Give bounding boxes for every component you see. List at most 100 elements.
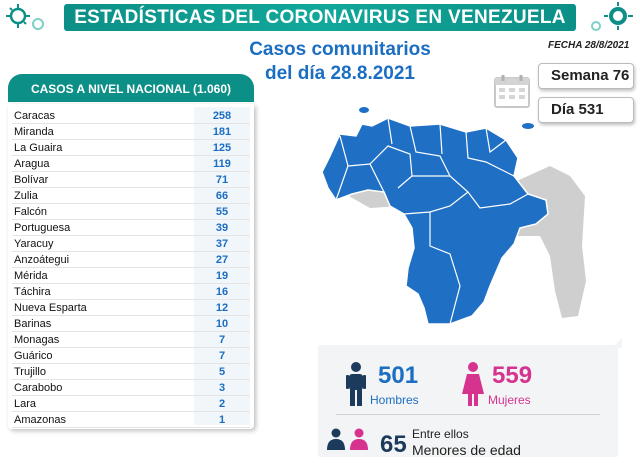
case-count: 55 (215, 206, 229, 218)
table-row: Mérida 19 (12, 268, 250, 284)
table-row: Portuguesa 39 (12, 220, 250, 236)
row-divider (12, 347, 250, 348)
state-name: Lara (14, 398, 37, 410)
state-name: Anzoátegui (14, 254, 70, 266)
table-row: Amazonas 1 (12, 412, 250, 428)
day-counter: Día 531 (538, 97, 634, 123)
virus-icon (6, 4, 44, 30)
men-label: Hombres (370, 393, 419, 407)
page-title: ESTADÍSTICAS DEL CORONAVIRUS EN VENEZUEL… (74, 7, 566, 28)
table-row: Lara 2 (12, 396, 250, 412)
state-name: Yaracuy (14, 238, 54, 250)
table-row: Miranda 181 (12, 124, 250, 140)
state-name: Caracas (14, 110, 55, 122)
table-row: Monagas 7 (12, 332, 250, 348)
row-divider (12, 251, 250, 252)
table-row: Falcón 55 (12, 204, 250, 220)
row-divider (12, 155, 250, 156)
case-count: 125 (212, 142, 232, 154)
map-country (321, 117, 549, 325)
family-icon (327, 428, 368, 450)
stats-divider (336, 414, 600, 415)
row-divider (12, 187, 250, 188)
stats-notch (612, 338, 622, 348)
row-divider (12, 123, 250, 124)
subtitle-line-2: del día 28.8.2021 (265, 63, 415, 84)
case-count: 10 (215, 318, 229, 330)
minors-label: Menores de edad (412, 442, 521, 458)
row-divider (12, 331, 250, 332)
table-row: Nueva Esparta 12 (12, 300, 250, 316)
state-name: Monagas (14, 334, 60, 346)
state-name: Trujillo (14, 366, 46, 378)
subtitle-line-1: Casos comunitarios (249, 39, 431, 60)
row-divider (12, 427, 250, 428)
row-divider (12, 203, 250, 204)
table-row: Carabobo 3 (12, 380, 250, 396)
row-divider (12, 379, 250, 380)
state-name: Zulia (14, 190, 38, 202)
state-name: Nueva Esparta (14, 302, 87, 314)
state-name: Portuguesa (14, 222, 71, 234)
table-row: Caracas 258 (12, 108, 250, 124)
row-divider (12, 267, 250, 268)
row-divider (12, 315, 250, 316)
woman-icon (462, 362, 484, 406)
table-row: Yaracuy 37 (12, 236, 250, 252)
map-island (522, 123, 534, 129)
case-count: 119 (213, 158, 231, 170)
state-name: Carabobo (14, 382, 63, 394)
table-row: Bolívar 71 (12, 172, 250, 188)
case-count: 2 (218, 398, 226, 410)
case-count: 7 (218, 350, 226, 362)
row-divider (12, 283, 250, 284)
man-icon (346, 362, 366, 406)
case-count: 1 (218, 414, 226, 426)
case-count: 71 (215, 174, 229, 186)
table-row: Zulia 66 (12, 188, 250, 204)
cases-table: Caracas 258 Miranda 181 La Guaira 125 Aragua 11… (8, 104, 254, 429)
calendar-icon (494, 75, 530, 108)
table-row: Trujillo 5 (12, 364, 250, 380)
table-heading: CASOS A NIVEL NACIONAL (1.060) (8, 74, 254, 102)
row-divider (12, 299, 250, 300)
row-divider (12, 395, 250, 396)
case-count: 37 (215, 238, 229, 250)
case-count: 3 (218, 382, 226, 394)
header-banner: ESTADÍSTICAS DEL CORONAVIRUS EN VENEZUEL… (0, 0, 640, 34)
row-divider (12, 219, 250, 220)
state-name: La Guaira (14, 142, 63, 154)
week-counter: Semana 76 (538, 63, 634, 89)
state-name: Falcón (14, 206, 48, 218)
map-island (359, 107, 369, 113)
report-subtitle: Casos comunitarios del día 28.8.2021 (230, 38, 450, 86)
minors-count: 65 (380, 431, 407, 458)
report-date: FECHA 28/8/2021 (548, 40, 630, 51)
state-name: Amazonas (14, 414, 66, 426)
case-count: 66 (215, 190, 229, 202)
table-row: Táchira 16 (12, 284, 250, 300)
state-name: Bolívar (14, 174, 49, 186)
row-divider (12, 139, 250, 140)
women-count: 559 (492, 362, 533, 389)
row-divider (12, 363, 250, 364)
table-row: Anzoátegui 27 (12, 252, 250, 268)
value-column-bg (194, 107, 250, 425)
minors-prefix: Entre ellos (412, 427, 469, 441)
men-count: 501 (378, 362, 419, 389)
case-count: 181 (212, 126, 232, 138)
virus-icon (591, 2, 633, 31)
state-name: Barinas (14, 318, 52, 330)
table-row: Barinas 10 (12, 316, 250, 332)
case-count: 27 (215, 254, 229, 266)
case-count: 258 (212, 110, 232, 122)
case-count: 7 (218, 334, 226, 346)
case-count: 5 (218, 366, 226, 378)
row-divider (12, 411, 250, 412)
case-count: 39 (215, 222, 229, 234)
map-state-borders (335, 117, 529, 325)
row-divider (12, 171, 250, 172)
table-row: Guárico 7 (12, 348, 250, 364)
state-name: Mérida (14, 270, 48, 282)
state-name: Guárico (14, 350, 53, 362)
